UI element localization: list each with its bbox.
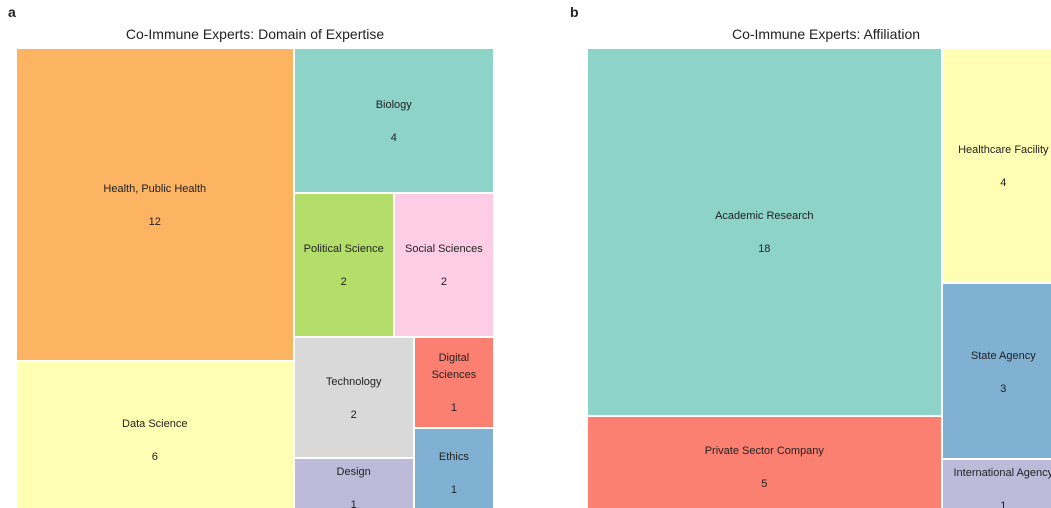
treemap-cell: Private Sector Company 5	[587, 415, 942, 508]
cell-value: 4	[1000, 177, 1007, 189]
cell-label: Health, Public Health	[103, 183, 207, 196]
treemap-cell: Political Science 2	[293, 192, 394, 338]
treemap-cell: Academic Research 18	[587, 48, 942, 416]
cell-label: Digital Sciences	[431, 352, 477, 382]
panel-letter: a	[8, 4, 16, 20]
cell-label: Design	[336, 466, 371, 479]
cell-value: 1	[450, 402, 457, 415]
treemap-cell: Biology 4	[293, 48, 494, 193]
cell-label: Technology	[325, 375, 382, 388]
cell-label: Data Science	[122, 418, 188, 431]
chart-title: Co-Immune Experts: Domain of Expertise	[125, 26, 385, 42]
treemap-cell: Ethics 1	[413, 427, 494, 508]
cell-label: Social Sciences	[405, 243, 483, 256]
cell-value: 1	[1000, 500, 1007, 508]
cell-label: Academic Research	[715, 210, 814, 223]
treemap-cell: Technology 2	[293, 337, 414, 458]
cell-label: International Agency	[953, 467, 1051, 480]
cell-value: 2	[340, 276, 347, 289]
treemap-cell: Design 1	[293, 457, 414, 508]
treemap-cell: Social Sciences 2	[393, 192, 494, 338]
cell-value: 5	[761, 478, 768, 491]
treemap-cell: Data Science 6	[16, 361, 294, 508]
cell-label: Political Science	[303, 243, 384, 256]
cell-value: 18	[758, 243, 771, 256]
cell-value: 2	[440, 276, 447, 289]
cell-label: Ethics	[438, 451, 469, 464]
cell-value: 1	[450, 484, 457, 497]
treemap: Health, Public Health 12 Data Science 6 Biol…	[16, 48, 494, 508]
cell-value: 2	[350, 408, 357, 421]
treemap: Academic Research 18 Private Sector Compan…	[587, 48, 1051, 508]
cell-label: Private Sector Company	[704, 445, 824, 458]
treemap-cell: State Agency 3	[941, 283, 1051, 460]
cell-value: 12	[148, 216, 161, 229]
cell-value: 6	[151, 451, 158, 464]
treemap-cell: Digital Sciences 1	[413, 337, 494, 428]
cell-label: Healthcare Facility	[958, 144, 1049, 156]
panel-letter: b	[570, 4, 579, 20]
cell-label: Biology	[375, 98, 412, 111]
chart-title: Co-Immune Experts: Affiliation	[731, 26, 921, 42]
cell-value: 3	[1000, 382, 1007, 395]
cell-label: State Agency	[970, 349, 1036, 362]
cell-value: 4	[390, 131, 397, 144]
treemap-cell: Healthcare Facility 4	[941, 48, 1051, 283]
treemap-cell: International Agency 1	[941, 459, 1051, 508]
cell-value: 1	[350, 499, 357, 508]
treemap-cell: Health, Public Health 12	[16, 48, 294, 362]
